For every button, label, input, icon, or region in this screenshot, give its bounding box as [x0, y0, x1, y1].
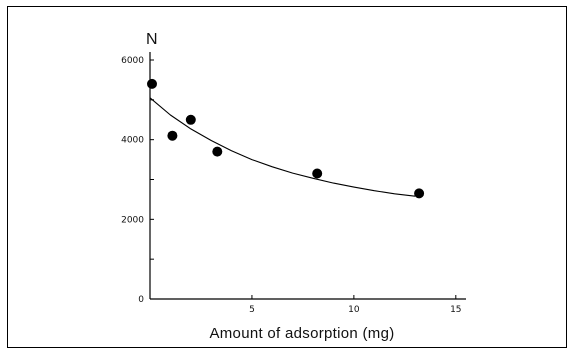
axes: 0 2000 4000 6000 5 10 15 — [121, 52, 466, 315]
data-point — [312, 168, 323, 179]
x-tick-label: 15 — [450, 305, 461, 315]
data-point — [185, 114, 196, 125]
data-point — [147, 78, 157, 89]
fit-curve — [149, 97, 416, 197]
y-axis-label: N — [146, 31, 158, 48]
fit-curve-layer — [149, 97, 416, 197]
data-points-layer — [147, 78, 425, 199]
data-point — [414, 188, 425, 199]
y-tick-label: 4000 — [121, 136, 144, 146]
chart-frame — [7, 6, 567, 348]
x-axis-label: Amount of adsorption (mg) — [209, 325, 394, 342]
y-tick-label: 6000 — [121, 56, 144, 66]
x-tick-label: 10 — [348, 305, 360, 315]
y-tick-label: 0 — [138, 295, 144, 305]
y-tick-label: 2000 — [121, 215, 144, 225]
data-point — [167, 130, 178, 141]
x-tick-label: 5 — [249, 305, 255, 315]
data-point — [212, 146, 223, 157]
